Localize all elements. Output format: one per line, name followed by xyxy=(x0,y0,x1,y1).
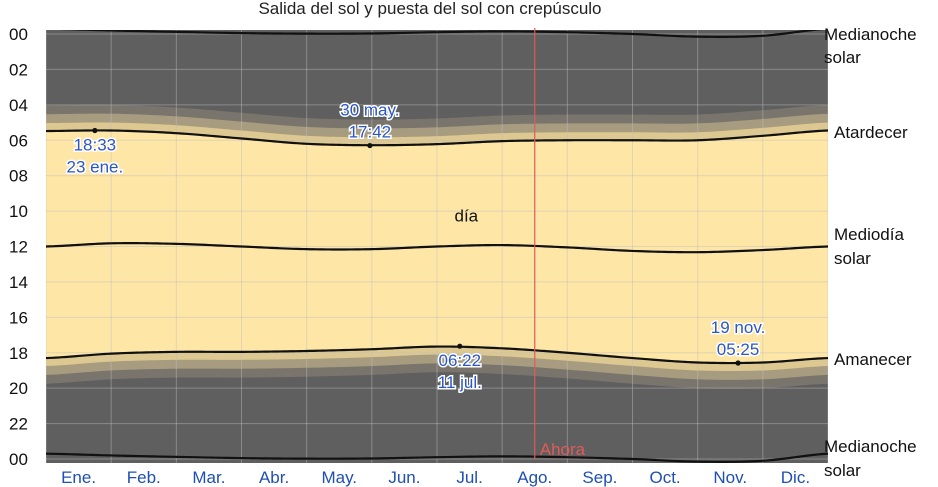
y-tick-label: 14 xyxy=(9,273,28,292)
series-label: Medianoche xyxy=(824,25,917,44)
y-tick-label: 12 xyxy=(9,238,28,257)
annotation-label: 18:33 xyxy=(74,136,117,155)
annotation-point xyxy=(735,360,741,366)
x-tick-label: Jul. xyxy=(456,468,482,487)
x-tick-label: Abr. xyxy=(259,468,289,487)
y-tick-label: 18 xyxy=(9,344,28,363)
series-label: solar xyxy=(834,249,871,268)
series-label: solar xyxy=(824,461,861,480)
day-label: día xyxy=(455,207,479,226)
x-tick-label: Oct. xyxy=(649,468,680,487)
series-line-mediod-a-solar xyxy=(46,242,828,254)
annotation-label: 23 ene. xyxy=(67,158,124,177)
series-line-amanecer xyxy=(46,345,828,365)
series-line-atardecer xyxy=(46,129,828,147)
chart-marks: Ahora día 00 02 04 06 08 10 12 14 16 18 20 22 00 Ene. Fe… xyxy=(9,25,917,487)
y-tick-label: 20 xyxy=(9,379,28,398)
x-tick-label: Jun. xyxy=(388,468,420,487)
y-tick-label: 00 xyxy=(9,25,28,44)
x-tick-label: Dic. xyxy=(781,468,810,487)
annotation-label: 19 nov. xyxy=(711,318,766,337)
y-tick-label: 02 xyxy=(9,60,28,79)
series-label: Medianoche xyxy=(824,437,917,456)
x-tick-label: Ene. xyxy=(61,468,96,487)
x-tick-label: Sep. xyxy=(582,468,617,487)
y-tick-label: 08 xyxy=(9,167,28,186)
annotation-point xyxy=(367,142,373,149)
series-label: solar xyxy=(824,48,861,67)
annotation-label: 30 may. xyxy=(340,101,399,120)
annotation-label: 06:22 xyxy=(439,351,482,370)
series-line-medianoche-solar-top xyxy=(57,30,825,38)
x-tick-label: Mar. xyxy=(192,468,225,487)
annotation-label: 11 jul. xyxy=(438,373,482,392)
x-tick-label: May. xyxy=(321,468,357,487)
annotation-point xyxy=(457,343,463,349)
y-tick-label: 00 xyxy=(9,450,28,469)
annotation-label: 05:25 xyxy=(717,340,760,359)
annotation-label: 17:42 xyxy=(349,123,392,142)
series-label: Mediodía xyxy=(834,225,904,244)
y-tick-label: 16 xyxy=(9,308,28,327)
annotation-point xyxy=(92,127,98,134)
y-tick-label: 10 xyxy=(9,202,28,221)
now-label: Ahora xyxy=(540,440,586,459)
x-tick-label: Feb. xyxy=(127,468,161,487)
y-tick-label: 04 xyxy=(9,96,28,115)
series-line-medianoche-solar xyxy=(46,452,828,463)
x-tick-label: Nov. xyxy=(713,468,747,487)
x-tick-label: Ago. xyxy=(517,468,552,487)
plot-area xyxy=(46,30,828,463)
chart-title: Salida del sol y puesta del sol con crep… xyxy=(258,0,601,18)
y-tick-label: 22 xyxy=(9,415,28,434)
series-label: Amanecer xyxy=(834,350,912,369)
y-tick-label: 06 xyxy=(9,131,28,150)
series-label: Atardecer xyxy=(834,123,908,142)
